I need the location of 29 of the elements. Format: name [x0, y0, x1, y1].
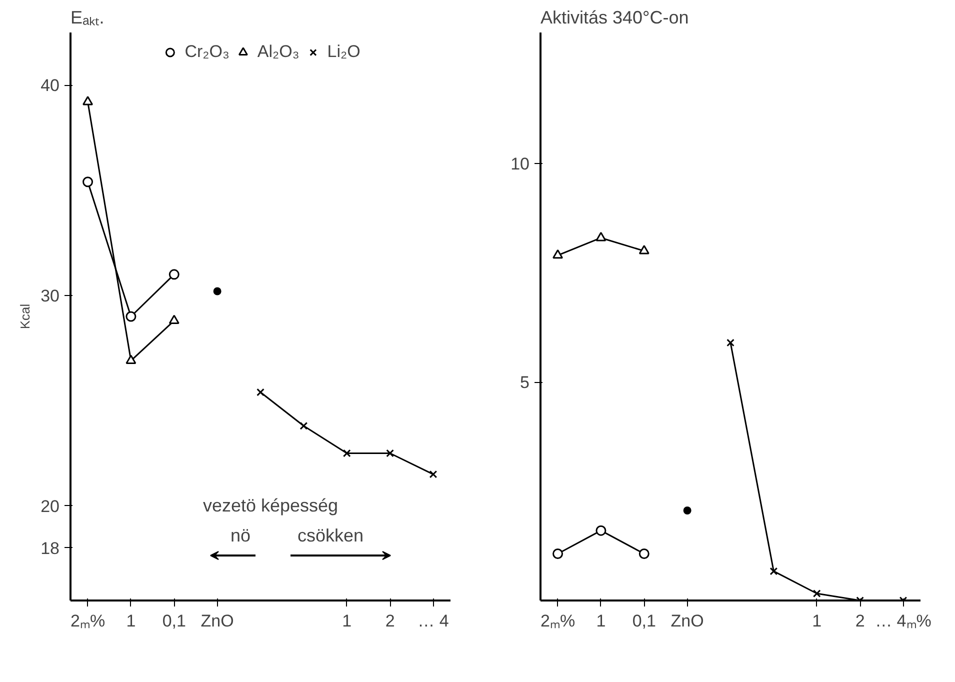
annotation: vezetö képesség [202, 496, 338, 516]
x-tick-label: 1 [812, 612, 822, 630]
x-tick-label: 1 [126, 612, 136, 630]
x-tick-label: ZnO [200, 612, 234, 630]
x-tick-label: ZnO [670, 612, 704, 630]
y-tick-label: 40 [40, 76, 60, 96]
x-tick-label: … 4 [418, 612, 449, 630]
x-tick-label: 2 [385, 612, 395, 630]
y-axis-title: Kcal [18, 304, 33, 330]
y-tick-label: 20 [40, 496, 60, 516]
chart-title: Eₐₖₜ. [70, 8, 104, 28]
y-tick-label: 30 [40, 286, 60, 306]
x-tick-label: 2ₘ% [70, 612, 106, 630]
y-tick-label: 5 [520, 373, 530, 392]
annotation: nö [230, 526, 251, 546]
chart-title: Aktivitás 340°C-on [540, 8, 689, 28]
x-tick-label: … 4ₘ% [875, 612, 932, 630]
x-tick-label: 0,1 [162, 612, 186, 630]
legend-label: Li₂O [327, 42, 360, 62]
annotation: csökken [297, 526, 364, 546]
x-tick-label: 1 [596, 612, 606, 630]
x-tick-label: 0,1 [632, 612, 656, 630]
x-tick-label: 1 [342, 612, 352, 630]
y-tick-label: 18 [40, 538, 60, 558]
legend-label: Al₂O₃ [257, 42, 300, 62]
x-tick-label: 2ₘ% [540, 612, 576, 630]
y-tick-label: 10 [510, 154, 530, 174]
legend-label: Cr₂O₃ [184, 42, 230, 62]
x-tick-label: 2 [855, 612, 865, 630]
